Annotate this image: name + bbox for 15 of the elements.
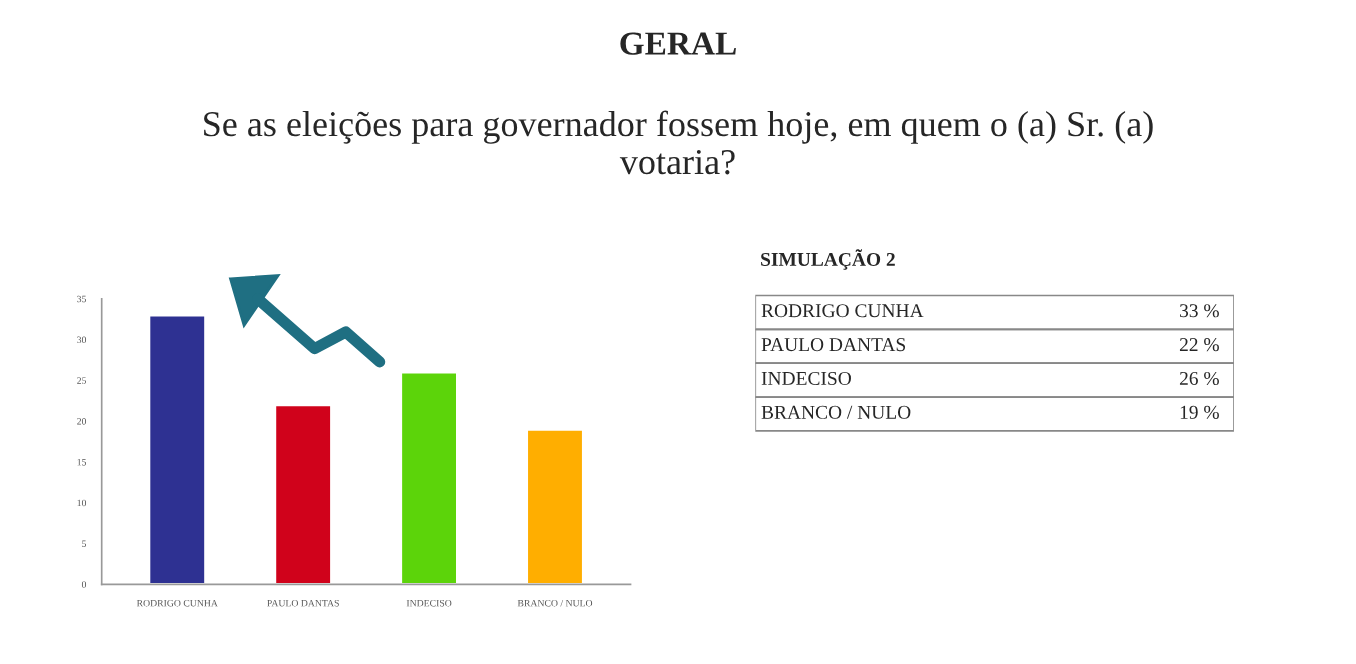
chart-title: GERAL bbox=[620, 32, 736, 55]
text: SIMULAÇÃO 2 bbox=[761, 249, 895, 270]
bar bbox=[273, 403, 333, 585]
text: 33 % bbox=[1180, 304, 1219, 318]
category-label: RODRIGO CUNHA bbox=[761, 304, 924, 318]
bar bbox=[525, 427, 585, 585]
bar bbox=[399, 370, 459, 585]
category-label: BRANCO / NULO bbox=[761, 405, 911, 419]
text: 26 % bbox=[1179, 371, 1219, 386]
bar bbox=[147, 313, 207, 585]
category-label: INDECISO bbox=[761, 371, 851, 386]
chart-subtitle: Se as eleições para governador fossem hoje, em quem o (a) Sr. (a) votaria? bbox=[204, 110, 1153, 175]
category-label: PAULO DANTAS bbox=[761, 338, 906, 352]
text: 22 % bbox=[1179, 338, 1219, 352]
text: 19 % bbox=[1180, 405, 1219, 419]
